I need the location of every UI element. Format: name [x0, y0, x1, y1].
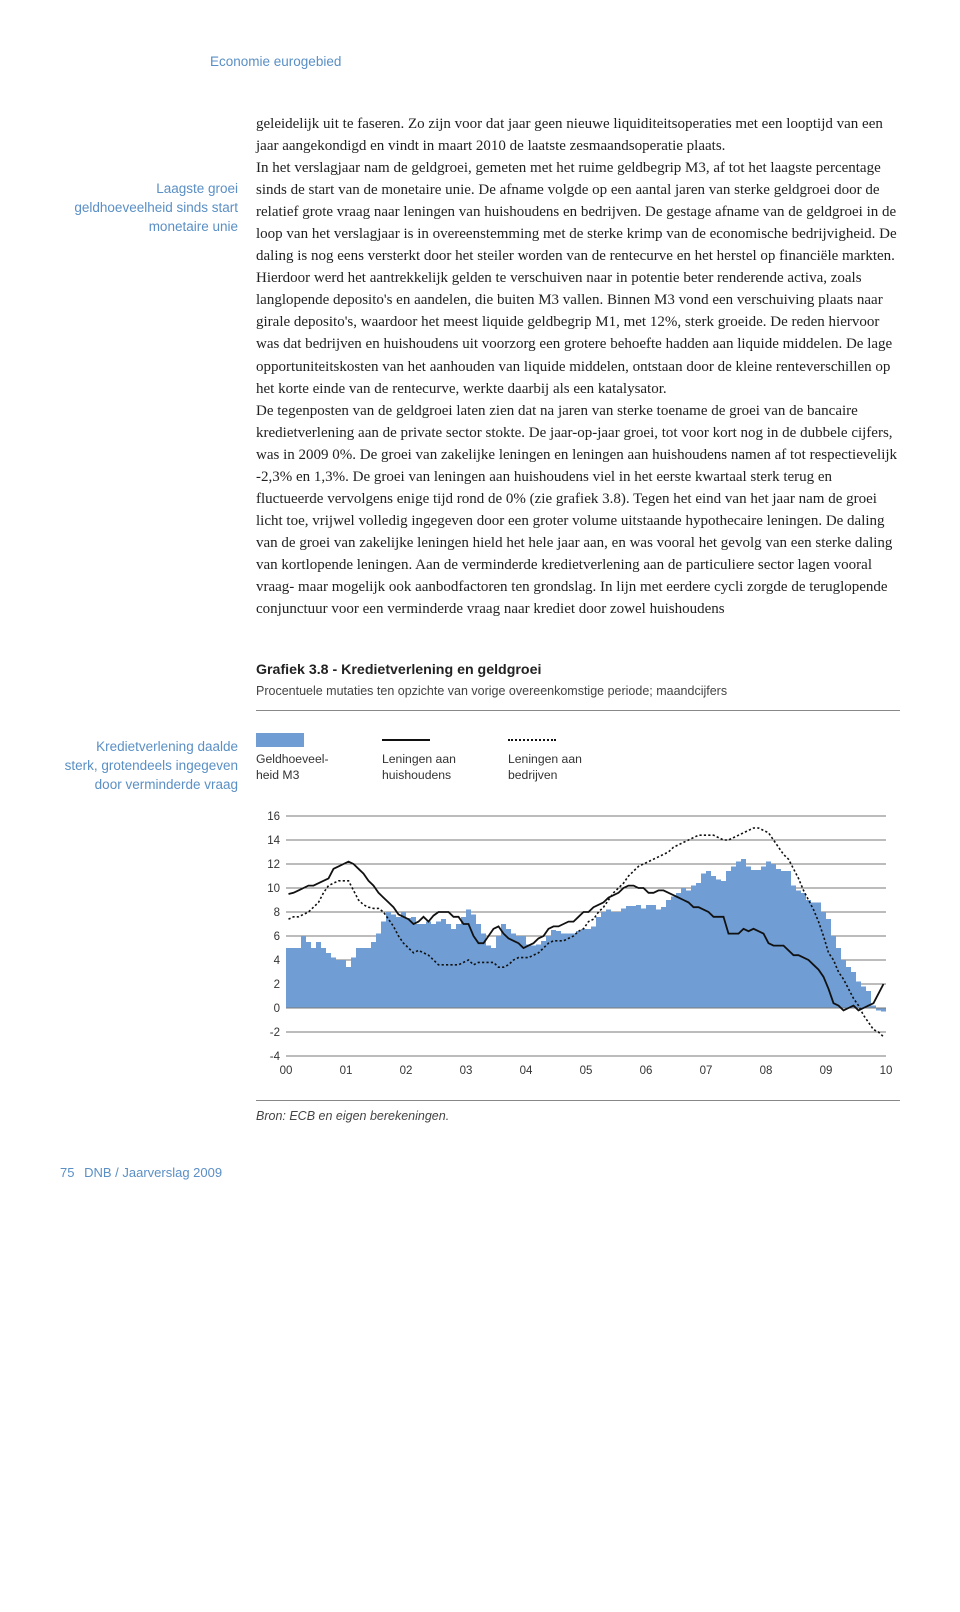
svg-text:4: 4	[274, 955, 281, 967]
legend-swatch-solid	[382, 733, 430, 747]
section-header: Economie eurogebied	[210, 54, 900, 69]
margin-note-1: Laagste groei geldhoeveelheid sinds star…	[60, 180, 238, 237]
chart-block: Grafiek 3.8 - Kredietverlening en geldgr…	[256, 662, 900, 1123]
content-columns: Laagste groei geldhoeveelheid sinds star…	[60, 113, 900, 620]
svg-text:12: 12	[267, 859, 280, 871]
page: Economie eurogebied Laagste groei geldho…	[0, 0, 960, 1224]
svg-text:8: 8	[274, 907, 280, 919]
chart-divider-top	[256, 710, 900, 711]
svg-text:01: 01	[340, 1065, 353, 1077]
chart-svg: 16 14 12 10 8 6 4 2 0 -2 -4 00 01 02 03 04 05 06 07 08 09 10	[256, 806, 896, 1086]
body-text: geleidelijk uit te faseren. Zo zijn voor…	[256, 113, 900, 620]
body-column: geleidelijk uit te faseren. Zo zijn voor…	[256, 113, 900, 620]
svg-text:04: 04	[520, 1065, 533, 1077]
svg-text:14: 14	[267, 835, 280, 847]
svg-text:07: 07	[700, 1065, 713, 1077]
legend-swatch-bar	[256, 733, 304, 747]
svg-text:03: 03	[460, 1065, 473, 1077]
page-footer: 75 DNB / Jaarverslag 2009	[60, 1165, 900, 1180]
chart-title: Grafiek 3.8 - Kredietverlening en geldgr…	[256, 662, 900, 678]
svg-text:10: 10	[267, 883, 280, 895]
svg-text:05: 05	[580, 1065, 593, 1077]
legend-label-m3: Geldhoeveel­heid M3	[256, 752, 346, 784]
publication-name: DNB / Jaarverslag 2009	[84, 1165, 222, 1180]
svg-text:-4: -4	[270, 1051, 281, 1063]
svg-text:6: 6	[274, 931, 280, 943]
svg-text:0: 0	[274, 1003, 280, 1015]
legend-label-households: Leningen aan huishoudens	[382, 752, 472, 784]
svg-text:10: 10	[880, 1065, 893, 1077]
legend-label-firms: Leningen aan bedrijven	[508, 752, 598, 784]
margin-column: Laagste groei geldhoeveelheid sinds star…	[60, 113, 238, 620]
chart-divider-bottom	[256, 1100, 900, 1101]
legend-item-households: Leningen aan huishoudens	[382, 733, 472, 784]
svg-text:02: 02	[400, 1065, 413, 1077]
legend-swatch-dotted	[508, 733, 556, 747]
chart-source: Bron: ECB en eigen berekeningen.	[256, 1109, 900, 1123]
svg-text:08: 08	[760, 1065, 773, 1077]
legend-item-m3: Geldhoeveel­heid M3	[256, 733, 346, 784]
chart-legend: Geldhoeveel­heid M3 Leningen aan huishou…	[256, 733, 900, 784]
chart-subtitle: Procentuele mutaties ten opzichte van vo…	[256, 684, 900, 698]
page-number: 75	[60, 1165, 74, 1180]
legend-item-firms: Leningen aan bedrijven	[508, 733, 598, 784]
svg-text:-2: -2	[270, 1027, 280, 1039]
margin-note-2: Kredietverlening daalde sterk, grotendee…	[60, 738, 238, 795]
svg-text:2: 2	[274, 979, 280, 991]
svg-text:06: 06	[640, 1065, 653, 1077]
svg-text:00: 00	[280, 1065, 293, 1077]
chart-canvas-wrap: 16 14 12 10 8 6 4 2 0 -2 -4 00 01 02 03 04 05 06 07 08 09 10	[256, 806, 900, 1086]
svg-text:09: 09	[820, 1065, 833, 1077]
svg-text:16: 16	[267, 811, 280, 823]
